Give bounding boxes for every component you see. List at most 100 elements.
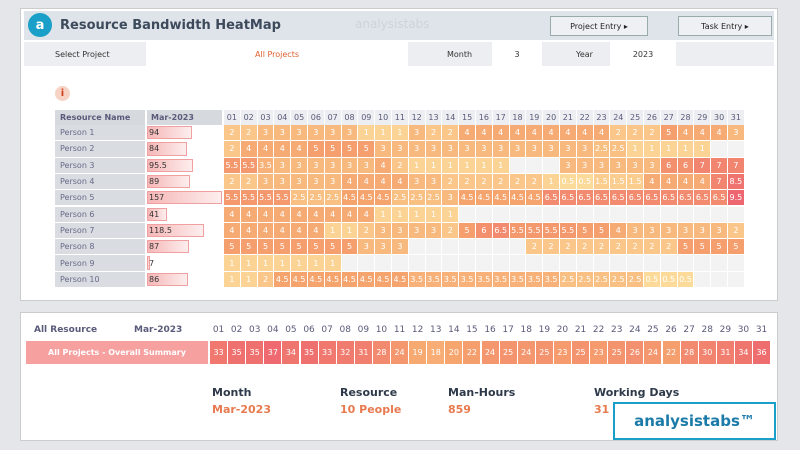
day-header: 28 [677, 110, 694, 125]
summary-header: All Resource [34, 325, 98, 335]
total-bar [147, 272, 189, 286]
heat-cell: 4 [257, 206, 274, 222]
heat-cell: 3.5 [509, 271, 526, 287]
heat-cell: 4 [694, 125, 711, 141]
heat-cell: 1 [694, 141, 711, 157]
heat-cell: 5 [341, 141, 358, 157]
heat-cell: 1 [224, 255, 240, 271]
heat-cell [392, 255, 408, 271]
heat-cell: 5 [324, 141, 341, 157]
column-header: Mar-2023 [147, 110, 222, 125]
heat-cell: 3 [560, 157, 576, 173]
heat-cell [644, 255, 660, 271]
heat-cell [711, 255, 727, 271]
heat-cell: 3 [341, 157, 358, 173]
total-bar [147, 240, 189, 254]
heat-cell: 1 [677, 141, 694, 157]
heat-cell: 4 [341, 206, 358, 222]
heat-cell: 1 [358, 125, 375, 141]
heat-cell: 3.5 [425, 271, 442, 287]
heat-cell: 2.5 [593, 271, 610, 287]
heat-cell: 3 [660, 222, 677, 239]
heat-cell: 6.5 [560, 190, 576, 206]
heat-cell: 4 [358, 206, 375, 222]
heat-cell [728, 141, 744, 157]
heat-cell: 0.5 [560, 173, 576, 190]
summary-cell: 25 [608, 341, 626, 364]
summary-day: 22 [592, 325, 605, 335]
heat-cell: 4 [274, 222, 291, 239]
day-header: 10 [375, 110, 391, 125]
info-icon[interactable]: i [55, 86, 70, 101]
heat-cell: 3 [442, 141, 459, 157]
resource-name: Person 1 [55, 125, 145, 141]
heat-cell: 1.5 [627, 173, 643, 190]
heat-cell [644, 206, 660, 222]
month-input[interactable]: 3 [492, 42, 542, 66]
heat-cell: 3 [694, 222, 711, 239]
summary-cell: 31 [716, 341, 734, 364]
heat-cell: 6.5 [593, 190, 610, 206]
heat-cell: 5 [257, 239, 274, 255]
heat-cell: 5 [459, 222, 475, 239]
heat-cell: 2 [240, 125, 257, 141]
heat-cell: 4 [224, 222, 240, 239]
summary-day: 19 [538, 325, 551, 335]
heat-cell: 4 [341, 173, 358, 190]
summary-day: 23 [611, 325, 623, 335]
summary-cell: 28 [680, 341, 698, 364]
year-input[interactable]: 2023 [610, 42, 676, 66]
heat-cell: 3 [324, 173, 341, 190]
heat-cell [660, 206, 677, 222]
total-label: 41 [149, 209, 160, 219]
summary-day: 10 [375, 325, 388, 335]
heat-cell [442, 239, 459, 255]
heat-cell: 4 [291, 222, 307, 239]
heat-cell [492, 206, 509, 222]
heat-cell: 2 [492, 173, 509, 190]
heat-cell [610, 255, 627, 271]
heat-cell: 4 [711, 125, 727, 141]
heat-cell: 4 [560, 125, 576, 141]
heat-cell: 4.5 [526, 190, 543, 206]
day-header: 18 [509, 110, 526, 125]
project-select[interactable]: All Projects [146, 42, 408, 66]
heat-cell: 2 [593, 239, 610, 255]
heat-cell: 3 [408, 125, 425, 141]
heat-cell: 3 [308, 125, 324, 141]
heat-cell [711, 271, 727, 287]
project-entry-button[interactable]: Project Entry ▸ [550, 16, 648, 36]
day-header: 24 [610, 110, 627, 125]
total-label: 94 [149, 128, 160, 138]
summary-day: 01 [212, 325, 225, 335]
heat-cell [576, 206, 593, 222]
heat-cell: 2 [526, 173, 543, 190]
heat-cell: 3 [358, 157, 375, 173]
heat-cell: 0.5 [576, 173, 593, 190]
month-label: Month [447, 49, 473, 59]
heat-cell [677, 255, 694, 271]
heat-cell: 3 [324, 125, 341, 141]
task-entry-button[interactable]: Task Entry ▸ [678, 16, 772, 36]
heat-cell: 3 [358, 239, 375, 255]
summary-day: 07 [321, 325, 333, 335]
summary-day: 24 [629, 325, 641, 335]
heat-cell: 3 [308, 157, 324, 173]
heat-cell: 8.5 [728, 173, 744, 190]
heat-cell: 1 [224, 271, 240, 287]
heat-cell: 5.5 [526, 222, 543, 239]
stat-label: Man-Hours [448, 385, 516, 399]
heat-cell: 4.5 [459, 190, 475, 206]
heat-cell: 2 [576, 239, 593, 255]
day-header: 19 [526, 110, 543, 125]
heat-cell [560, 255, 576, 271]
heat-cell: 1 [660, 141, 677, 157]
heat-cell: 5 [677, 239, 694, 255]
heat-cell: 3 [576, 157, 593, 173]
heat-cell: 3 [644, 157, 660, 173]
heat-cell: 3.5 [408, 271, 425, 287]
heat-cell: 2 [644, 239, 660, 255]
heat-cell: 1 [543, 173, 559, 190]
watermark: analysistabs [355, 17, 430, 31]
heat-cell: 1 [274, 255, 291, 271]
